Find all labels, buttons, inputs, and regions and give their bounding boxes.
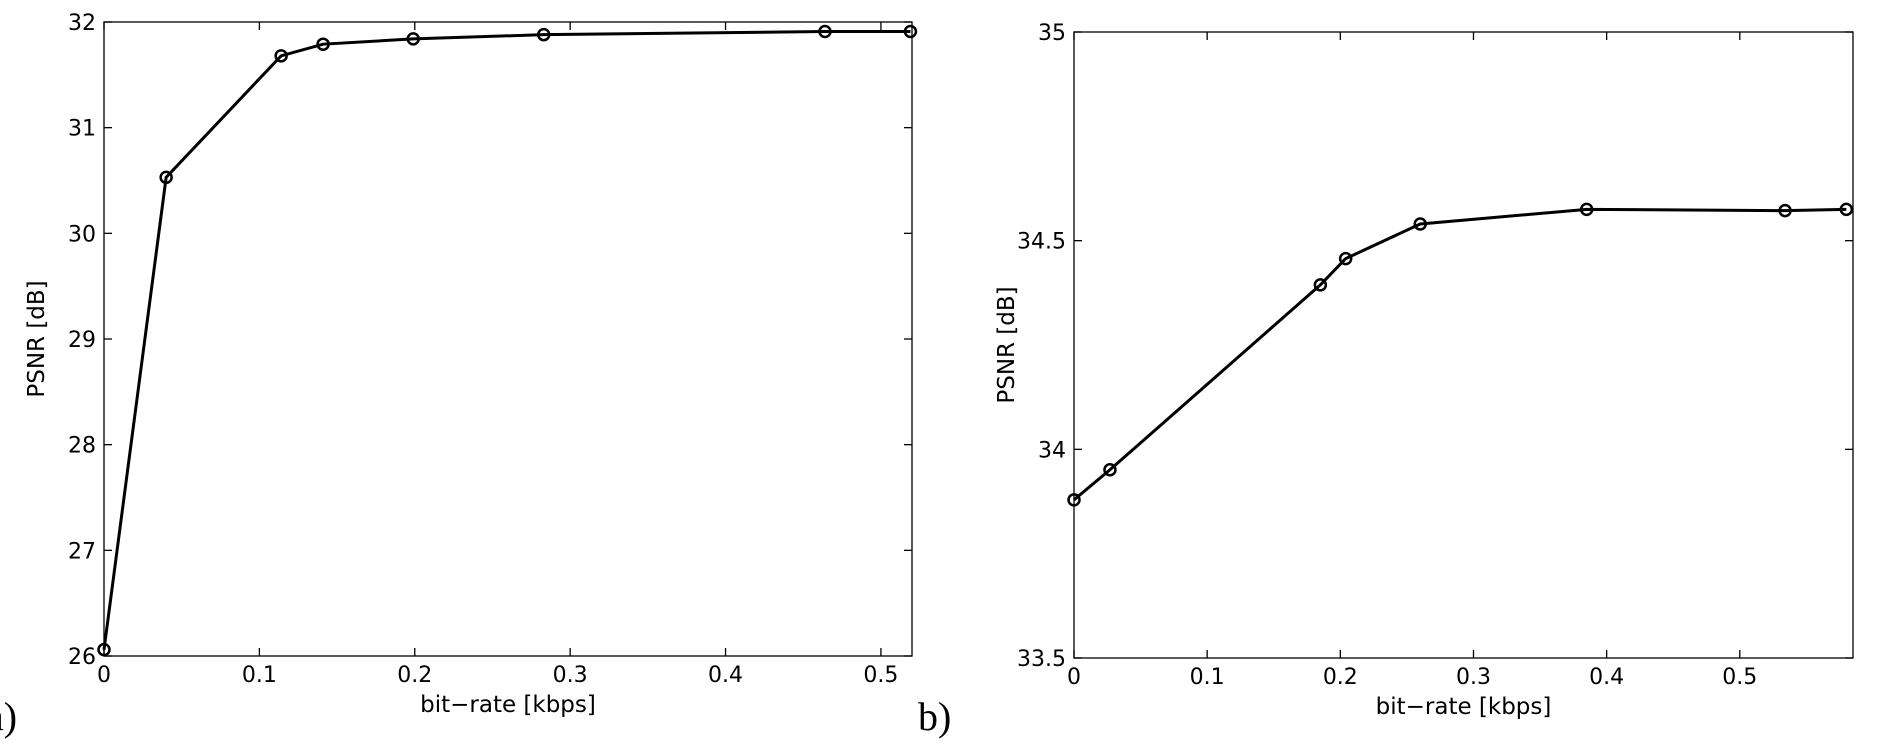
panel-label: a) [0, 694, 17, 739]
marker [1067, 493, 1081, 507]
series-line [1073, 207, 1847, 501]
x-tick-label: 0.3 [553, 663, 588, 688]
y-tick-label: 33.5 [1017, 647, 1066, 672]
y-axis-label: PSNR [dB] [994, 286, 1020, 403]
marker [1778, 203, 1792, 218]
x-tick-label: 0.4 [708, 663, 743, 688]
y-tick-label: 34 [1038, 438, 1066, 463]
y-tick-label: 30 [68, 222, 96, 247]
y-tick-label: 29 [68, 328, 96, 353]
y-tick-label: 32 [68, 11, 96, 36]
marker [316, 37, 330, 51]
marker [1579, 202, 1594, 217]
marker [1413, 217, 1427, 231]
x-tick-label: 0.2 [397, 663, 432, 688]
x-tick-label: 0.1 [1190, 665, 1225, 690]
x-tick-label: 0.3 [1456, 665, 1491, 690]
x-axis-label: bit−rate [kbps] [1376, 694, 1552, 720]
marker [159, 170, 173, 185]
y-tick-label: 31 [68, 117, 96, 142]
marker [1839, 202, 1854, 217]
y-tick-label: 27 [68, 539, 96, 564]
y-tick-label: 28 [68, 434, 96, 459]
marker [406, 32, 420, 46]
x-tick-label: 0.5 [863, 663, 898, 688]
marker [1338, 251, 1353, 266]
marker [274, 49, 288, 63]
marker [536, 27, 551, 42]
x-tick-label: 0 [97, 663, 111, 688]
y-tick-label: 34.5 [1017, 230, 1066, 255]
x-axis-label: bit−rate [kbps] [420, 692, 596, 718]
x-tick-label: 0.2 [1323, 665, 1358, 690]
marker [818, 24, 832, 39]
marker [903, 24, 918, 39]
x-tick-label: 0 [1067, 665, 1081, 690]
y-axis-label: PSNR [dB] [24, 280, 50, 397]
x-tick-label: 0.5 [1722, 665, 1757, 690]
marker [1103, 463, 1117, 477]
marker [97, 642, 111, 657]
y-tick-label: 26 [68, 645, 96, 670]
marker [1313, 278, 1328, 292]
y-tick-label: 35 [1038, 21, 1066, 46]
plot-frame [1073, 31, 1854, 659]
x-tick-label: 0.1 [242, 663, 277, 688]
panel-label: b) [918, 694, 951, 739]
series-line [102, 30, 911, 650]
x-tick-label: 0.4 [1589, 665, 1624, 690]
